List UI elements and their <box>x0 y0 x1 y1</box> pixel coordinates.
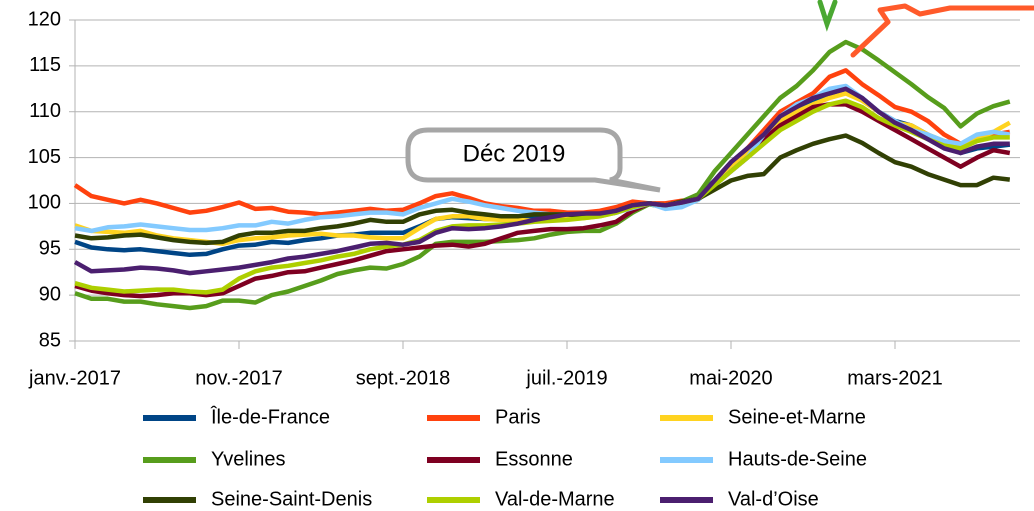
series-line <box>74 39 1011 311</box>
series-line <box>74 98 1010 295</box>
grid: 85 90 95 100 105 110 115 120 janv.-2017 nov.-2017… <box>28 8 1020 389</box>
y-tick-label: 105 <box>28 146 61 168</box>
lines <box>73 39 1011 311</box>
legend-label: Val-d’Oise <box>728 488 819 510</box>
series-line <box>73 68 1011 217</box>
x-tick-label: juil.-2019 <box>525 367 607 389</box>
legend-label: Yvelines <box>211 448 286 470</box>
series-line <box>74 133 1011 246</box>
y-tick-label: 85 <box>39 329 61 351</box>
y-tick-label: 115 <box>29 54 61 76</box>
x-tick-label: mars-2021 <box>847 367 943 389</box>
y-tick-label: 110 <box>29 100 61 122</box>
annotation-arrow <box>850 3 1034 58</box>
legend-label: Seine-et-Marne <box>728 406 866 428</box>
annotation-mark <box>817 0 838 32</box>
y-tick-label: 120 <box>28 8 61 30</box>
y-tick-label: 95 <box>39 238 61 260</box>
x-tick-label: nov.-2017 <box>195 367 282 389</box>
y-tick-label: 90 <box>39 283 61 305</box>
legend-label: Hauts-de-Seine <box>728 448 867 470</box>
legend: Île-de-France Paris Seine-et-Marne Yvelines… <box>143 405 867 510</box>
legend-label: Val-de-Marne <box>495 488 615 510</box>
x-tick-label: janv.-2017 <box>28 367 121 389</box>
legend-label: Seine-Saint-Denis <box>211 488 372 510</box>
callout <box>405 127 661 193</box>
legend-label: Paris <box>495 406 541 428</box>
x-tick-label: sept.-2018 <box>356 367 451 389</box>
y-tick-label: 100 <box>28 192 61 214</box>
annotation: Déc 2019 <box>463 140 566 167</box>
series-line <box>74 102 1011 299</box>
x-tick-label: mai-2020 <box>689 367 772 389</box>
series-line <box>73 86 1010 276</box>
legend-label: Essonne <box>495 448 573 470</box>
legend-label: Île-de-France <box>210 405 330 428</box>
